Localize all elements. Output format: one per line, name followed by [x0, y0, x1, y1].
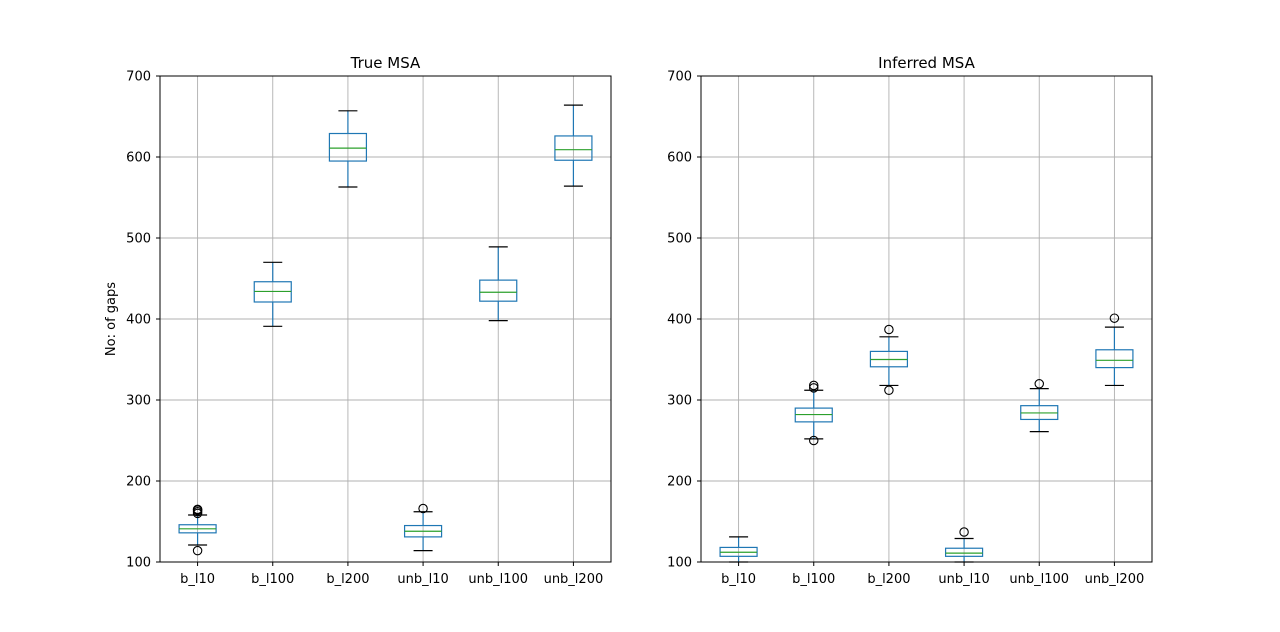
x-tick-label: unb_l10	[938, 572, 989, 587]
box-b_l200	[869, 324, 909, 396]
x-tick-label: b_l10	[180, 572, 215, 587]
x-tick-label: b_l100	[251, 572, 294, 587]
outlier-point	[808, 435, 819, 446]
box-unb_l100	[1020, 379, 1059, 433]
x-tick-label: unb_l10	[397, 572, 448, 587]
outlier-point	[418, 503, 428, 514]
x-tick-label: unb_l100	[1009, 572, 1069, 587]
y-tick-label: 400	[667, 313, 692, 328]
outlier-point	[1109, 313, 1120, 323]
box-unb_l100	[479, 246, 518, 322]
box-unb_l200	[1095, 313, 1134, 387]
y-tick-label: 400	[126, 313, 151, 328]
y-tick-label: 500	[667, 232, 692, 247]
y-tick-label: 100	[126, 556, 151, 571]
y-tick-label: 700	[667, 70, 692, 85]
iqr-box	[328, 132, 368, 162]
outlier-point	[808, 383, 819, 393]
x-tick-label: b_l200	[326, 572, 369, 587]
y-tick-label: 600	[667, 151, 692, 166]
outlier-point	[959, 527, 969, 537]
inferred-msa-panel: 100 200 300 400 500 600 700 b_l10 b_l100 b_l200 un…	[667, 54, 1153, 587]
true-msa-panel: 100 200 300 400 500 600 700 b_l10 b_l100 b_l200 un…	[126, 54, 612, 587]
y-tick-label: 500	[126, 232, 151, 247]
y-tick-label: 200	[667, 475, 692, 490]
box-b_l10	[178, 504, 217, 556]
x-tick-label: unb_l100	[468, 572, 528, 587]
y-axis-label: No: of gaps	[104, 282, 119, 356]
outlier-point	[884, 324, 894, 335]
outlier-point	[808, 380, 819, 391]
y-tick-label: 300	[126, 394, 151, 409]
iqr-box	[554, 135, 593, 161]
iqr-box	[479, 279, 518, 302]
box-b_l100	[794, 380, 833, 446]
x-tick-label: unb_l200	[1085, 572, 1145, 587]
outlier-point	[192, 545, 203, 556]
chart-title: True MSA	[350, 54, 421, 72]
x-tick-label: b_l200	[867, 572, 910, 587]
x-tick-label: b_l100	[792, 572, 835, 587]
outlier-point	[192, 504, 203, 515]
x-tick-label: unb_l200	[544, 572, 604, 587]
box-unb_l10	[403, 503, 443, 552]
y-tick-label: 100	[667, 556, 692, 571]
box-b_l100	[253, 261, 292, 327]
y-tick-label: 200	[126, 475, 151, 490]
outlier-point	[884, 385, 894, 396]
chart-title: Inferred MSA	[878, 54, 975, 72]
y-tick-label: 300	[667, 394, 692, 409]
iqr-box	[944, 547, 984, 557]
box-unb_l10	[944, 527, 984, 563]
iqr-box	[1095, 349, 1134, 369]
x-tick-label: b_l10	[721, 572, 756, 587]
box-unb_l200	[554, 104, 593, 187]
outlier-point	[1034, 379, 1045, 389]
y-tick-label: 700	[126, 70, 151, 85]
y-tick-label: 600	[126, 151, 151, 166]
box-b_l200	[328, 110, 368, 188]
